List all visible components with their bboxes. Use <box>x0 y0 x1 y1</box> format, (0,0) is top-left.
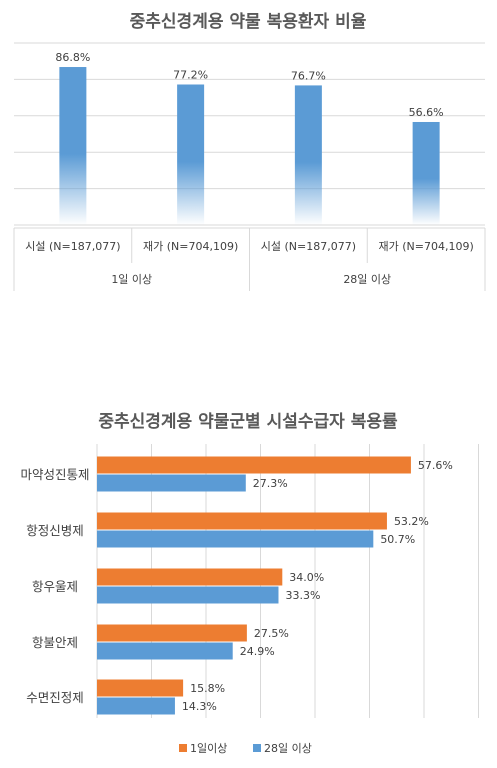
chart-1-data-labels: 86.8% 77.2% 76.7% 56.6% <box>55 51 443 119</box>
data-label: 24.9% <box>240 645 275 658</box>
bar <box>97 474 246 492</box>
data-label: 77.2% <box>173 68 208 81</box>
chart-1-title: 중추신경계용 약물 복용환자 비율 <box>130 11 367 32</box>
data-label: 56.6% <box>409 106 444 119</box>
bar <box>97 568 283 586</box>
data-label: 86.8% <box>55 51 90 64</box>
data-label: 53.2% <box>394 515 429 528</box>
category-label: 수면진정제 <box>26 690 84 705</box>
category-label: 항정신병제 <box>26 523 84 538</box>
bar <box>97 456 411 474</box>
chart-1: 중추신경계용 약물 복용환자 비율 86.8% 77.2% 76.7% 56.6% 시… <box>13 11 486 291</box>
legend-swatch <box>253 744 261 752</box>
data-label: 27.5% <box>254 627 289 640</box>
category-label: 시설 (N=187,077) <box>25 240 120 253</box>
data-label: 27.3% <box>253 477 288 490</box>
chart-2-legend: 1일이상 28일 이상 <box>179 741 312 755</box>
category-label: 재가 (N=704,109) <box>143 240 238 253</box>
group-label: 28일 이상 <box>343 272 391 286</box>
bar <box>177 84 205 225</box>
bar <box>97 530 374 548</box>
data-label: 15.8% <box>190 682 225 695</box>
category-label: 항우울제 <box>32 579 78 594</box>
bar <box>97 624 247 642</box>
bar <box>59 67 87 225</box>
bar <box>97 586 279 604</box>
chart-1-gridlines <box>14 42 485 226</box>
category-label: 항불안제 <box>32 635 78 650</box>
data-label: 76.7% <box>291 69 326 82</box>
chart-1-bars <box>59 67 440 225</box>
data-label: 33.3% <box>285 589 320 602</box>
category-label: 마약성진통제 <box>20 467 89 482</box>
chart-2: 중추신경계용 약물군별 시설수급자 복용률 57.6% 27.3% 53.2% 50.… <box>20 411 479 755</box>
legend-label: 28일 이상 <box>264 741 312 755</box>
category-label: 재가 (N=704,109) <box>378 240 473 253</box>
data-label: 57.6% <box>418 459 453 472</box>
chart-2-data-labels: 57.6% 27.3% 53.2% 50.7% 34.0% 33.3% 27.5% 24.9%… <box>182 459 453 713</box>
legend-label: 1일이상 <box>190 741 227 755</box>
category-label: 시설 (N=187,077) <box>261 240 356 253</box>
bar <box>97 697 175 715</box>
chart-1-category-axis: 시설 (N=187,077) 재가 (N=704,109) 시설 (N=187,07… <box>13 227 486 291</box>
group-label: 1일 이상 <box>111 272 152 286</box>
data-label: 14.3% <box>182 700 217 713</box>
legend-swatch <box>179 744 187 752</box>
bar <box>412 121 440 225</box>
chart-2-title: 중추신경계용 약물군별 시설수급자 복용률 <box>98 411 398 432</box>
chart-2-bars <box>97 456 411 715</box>
bar <box>97 512 387 530</box>
data-label: 50.7% <box>380 533 415 546</box>
bar <box>97 642 233 660</box>
data-label: 34.0% <box>289 571 324 584</box>
bar <box>294 85 322 225</box>
bar <box>97 679 184 697</box>
